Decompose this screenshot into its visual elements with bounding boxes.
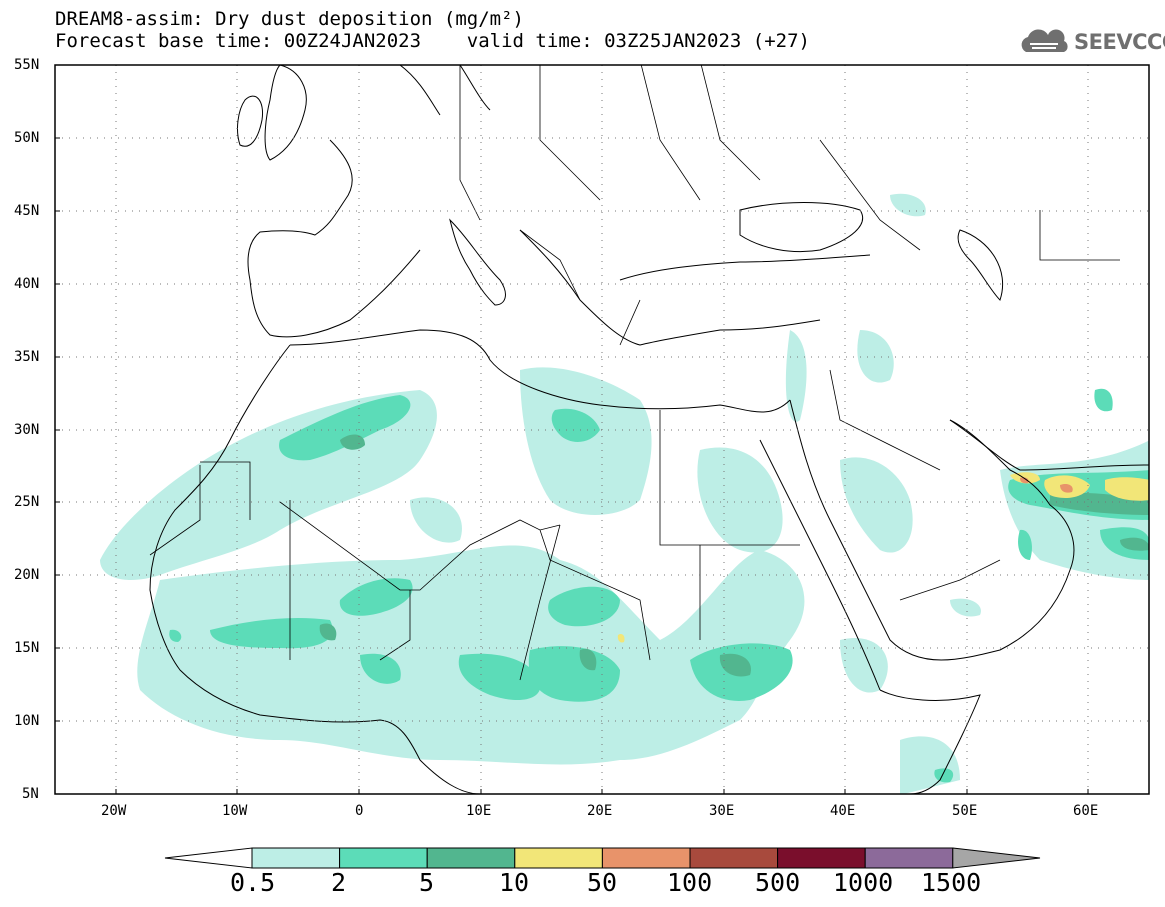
lon-label: 30E: [709, 803, 735, 819]
lon-label: 40E: [830, 803, 856, 819]
coastlines: [149, 65, 1149, 794]
seevccc-logo: [1021, 29, 1068, 52]
lat-label: 45N: [14, 203, 40, 219]
map-title: DREAM8-assim: Dry dust deposition (mg/m²…: [55, 8, 524, 30]
colorbar-label: 50: [587, 868, 618, 897]
lat-label: 35N: [14, 349, 40, 365]
lon-label: 60E: [1073, 803, 1099, 819]
lat-label: 25N: [14, 494, 40, 510]
lat-label: 30N: [14, 422, 40, 438]
lon-label: 0: [355, 803, 364, 819]
colorbar-swatch-1: [339, 847, 428, 869]
lon-label: 10E: [466, 803, 492, 819]
lon-label: 20E: [587, 803, 613, 819]
colorbar-label: 1500: [921, 868, 982, 897]
colorbar-under-arrow: [164, 847, 253, 869]
forecast-time-label: Forecast base time: 00Z24JAN2023 valid t…: [55, 30, 810, 52]
lat-label: 15N: [14, 640, 40, 656]
lat-label: 10N: [14, 713, 40, 729]
colorbar-label: 500: [755, 868, 801, 897]
country-borders: [149, 65, 1120, 681]
colorbar-over-arrow: [952, 847, 1041, 869]
colorbar-label: 10: [499, 868, 530, 897]
colorbar-swatch-2: [426, 847, 516, 869]
lat-label: 40N: [14, 276, 40, 292]
dust-deposition-field: [100, 193, 1149, 794]
lon-label: 50E: [952, 803, 978, 819]
lat-label: 55N: [14, 57, 40, 73]
gridlines: [55, 65, 1149, 794]
colorbar: [164, 847, 1041, 869]
lon-label: 10W: [222, 803, 248, 819]
colorbar-swatch-4: [601, 847, 691, 869]
lat-label: 5N: [22, 786, 39, 802]
colorbar-label: 100: [667, 868, 713, 897]
colorbar-label: 1000: [833, 868, 894, 897]
colorbar-swatch-0: [251, 847, 341, 869]
colorbar-swatch-6: [777, 847, 866, 869]
cloud-icon: [1021, 29, 1068, 52]
lat-label: 20N: [14, 567, 40, 583]
logo-text: SEEVCCC: [1074, 30, 1165, 54]
colorbar-swatch-7: [864, 847, 954, 869]
colorbar-swatch-5: [689, 847, 779, 869]
lon-label: 20W: [101, 803, 127, 819]
lat-label: 50N: [14, 130, 40, 146]
colorbar-label: 5: [419, 868, 435, 897]
colorbar-swatch-3: [514, 847, 603, 869]
colorbar-label: 0.5: [230, 868, 276, 897]
colorbar-label: 2: [331, 868, 347, 897]
